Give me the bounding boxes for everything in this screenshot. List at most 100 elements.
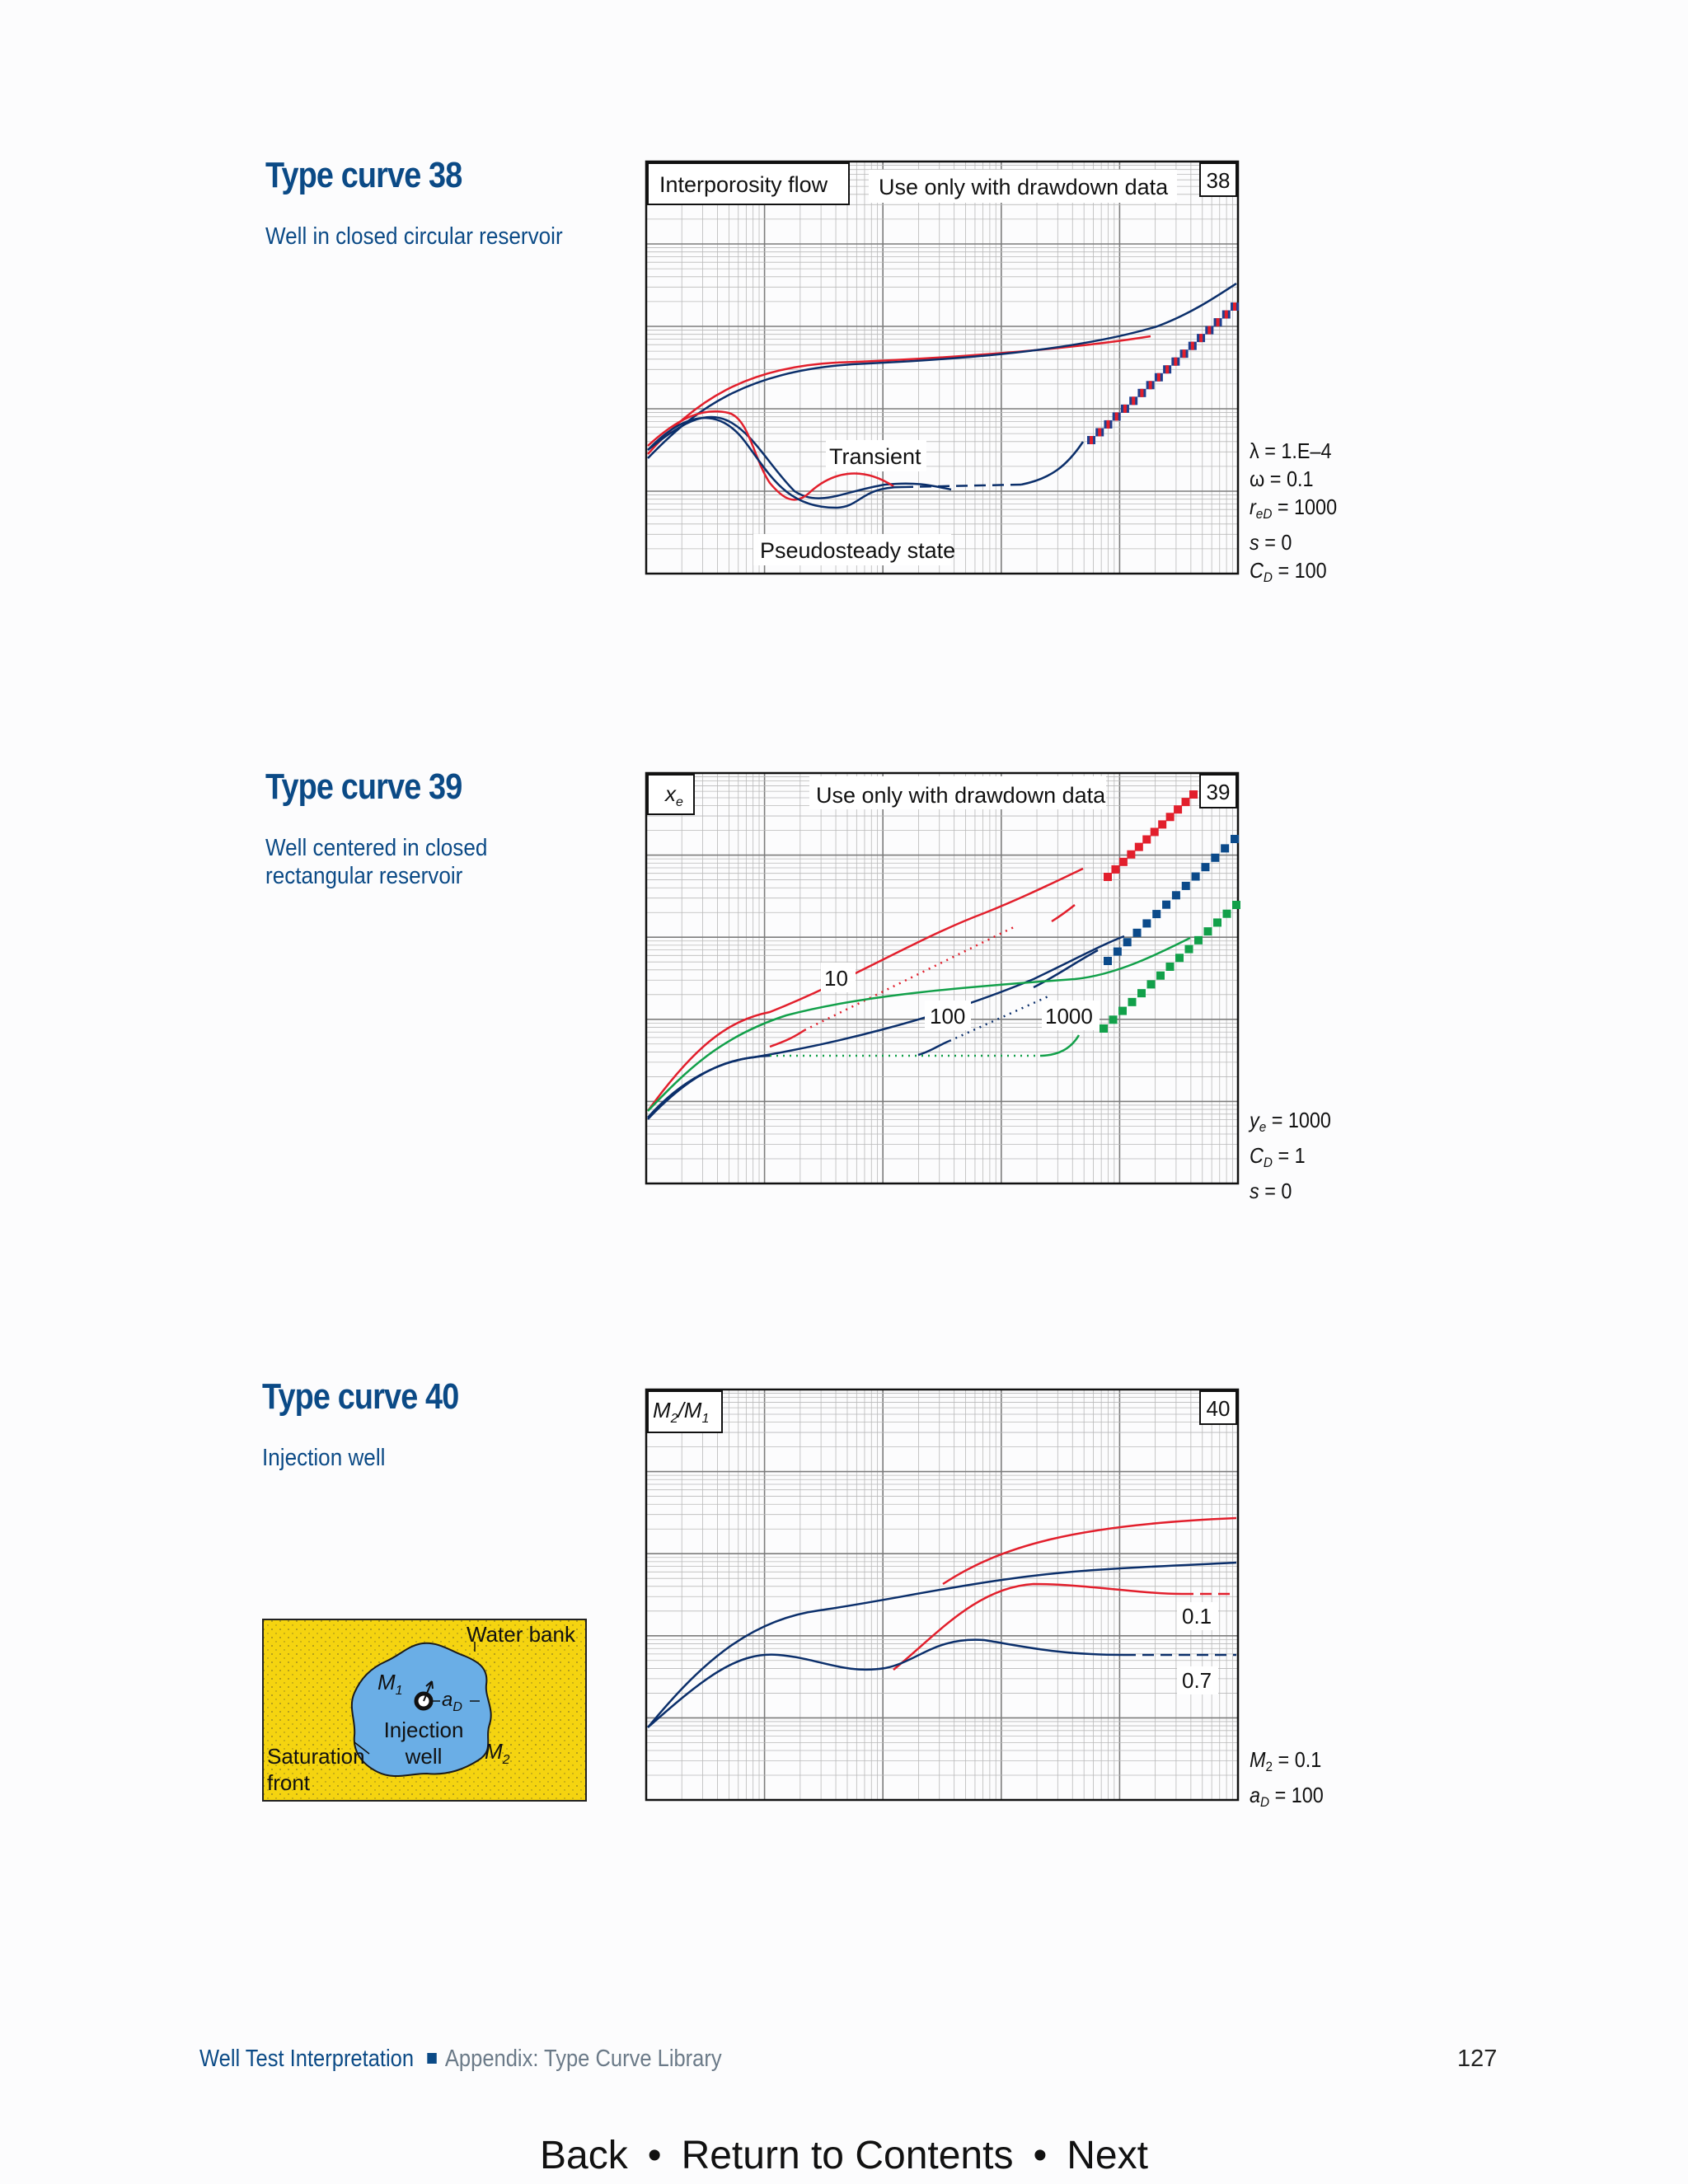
unit-slope-marker (1137, 989, 1146, 998)
transient-label: Transient (829, 444, 921, 469)
unit-slope-marker-red (1148, 381, 1152, 390)
curve-upper-red (647, 335, 1151, 455)
unit-slope-marker (1109, 1015, 1118, 1024)
unit-slope-marker (1221, 844, 1230, 853)
unit-slope-marker (1203, 927, 1212, 936)
label-10: 10 (824, 966, 848, 991)
type-curve-39-subtitle: Well centered in closed rectangular rese… (265, 835, 488, 889)
unit-slope-marker-red (1090, 436, 1093, 444)
navigation-bar: Back • Return to Contents • Next (0, 2133, 1688, 2178)
back-link[interactable]: Back (540, 2134, 628, 2177)
unit-slope-marker (1213, 918, 1221, 927)
unit-slope-marker-red (1190, 341, 1194, 350)
unit-slope-marker-red (1207, 326, 1212, 335)
unit-slope-marker (1113, 947, 1122, 956)
label-1000: 1000 (1045, 1004, 1093, 1029)
unit-slope-marker (1146, 980, 1156, 989)
curve-1000-green (647, 936, 1191, 1112)
type-curve-40-plot: M2/M1 40 0.1 0.7 (645, 1388, 1240, 1802)
curve-10-red-seg (1051, 904, 1076, 923)
well-label: well (405, 1744, 443, 1769)
type-curve-39-title: Type curve 39 (265, 766, 462, 807)
curve-100-navy-rise (1033, 949, 1099, 989)
curve-number: 39 (1207, 780, 1231, 804)
unit-slope-marker-red (1199, 334, 1203, 343)
unit-slope-marker (1142, 835, 1151, 844)
curve-pseudosteady-red (647, 410, 894, 501)
unit-slope-marker-red (1132, 396, 1136, 405)
curve-upper-navy (647, 282, 1237, 459)
unit-slope-marker-red (1098, 428, 1102, 437)
type-curve-40-subtitle: Injection well (262, 1445, 386, 1471)
curve-mid-red (893, 1582, 1183, 1671)
param-M2: M2 = 0.1 (1250, 1747, 1322, 1774)
unit-slope-marker (1100, 1024, 1108, 1033)
unit-slope-marker (1175, 954, 1184, 963)
unit-slope-marker (1150, 827, 1159, 837)
param-CD: CD = 1 (1250, 1143, 1306, 1170)
label-0-1: 0.1 (1182, 1604, 1212, 1629)
unit-slope-marker (1211, 853, 1220, 862)
unit-slope-marker (1152, 910, 1161, 919)
type-curve-38-subtitle: Well in closed circular reservoir (265, 223, 563, 250)
curve-upper-red (942, 1516, 1237, 1586)
param-s: s = 0 (1250, 1179, 1292, 1203)
unit-slope-marker-red (1233, 302, 1236, 311)
param-omega: ω = 0.1 (1250, 466, 1314, 491)
curve-transient-navy-2 (647, 416, 903, 509)
drawdown-note: Use only with drawdown data (879, 175, 1169, 199)
type-curve-39-plot: xe Use only with drawdown data 39 10 100… (645, 771, 1240, 1185)
log-grid (645, 773, 1238, 1184)
page-footer: Well Test Interpretation Appendix: Type C… (199, 2046, 722, 2073)
unit-slope-marker (1104, 957, 1112, 965)
book-title: Well Test Interpretation (199, 2046, 415, 2072)
next-link[interactable]: Next (1067, 2134, 1148, 2177)
return-to-contents-link[interactable]: Return to Contents (681, 2134, 1014, 2177)
pseudosteady-label: Pseudosteady state (760, 538, 955, 563)
unit-slope-markers (1087, 302, 1239, 444)
unit-slope-marker (1194, 935, 1203, 944)
log-grid (645, 1390, 1238, 1801)
curve-number: 38 (1207, 168, 1231, 193)
unit-slope-marker (1142, 919, 1151, 928)
unit-slope-marker (1118, 857, 1128, 866)
chapter-title: Appendix: Type Curve Library (444, 2046, 722, 2072)
injection-label: Injection (384, 1718, 464, 1742)
aD-label: aD (442, 1689, 462, 1714)
unit-slope-marker (1118, 1006, 1127, 1015)
curve-green-link (647, 1054, 771, 1118)
unit-slope-marker (1127, 850, 1136, 859)
unit-slope-marker (1162, 900, 1171, 909)
unit-slope-marker-red (1174, 357, 1178, 366)
unit-slope-marker (1134, 842, 1143, 851)
unit-slope-marker-red (1224, 310, 1228, 319)
unit-slope-markers (1100, 790, 1240, 1033)
log-grid (645, 162, 1238, 574)
unit-slope-marker (1189, 790, 1198, 799)
label-100: 100 (930, 1004, 965, 1029)
unit-slope-marker (1132, 928, 1142, 937)
xe-label: xe (663, 781, 683, 809)
curve-10-red-end (769, 1029, 805, 1048)
param-ye: ye = 1000 (1250, 1108, 1331, 1135)
curve-number: 40 (1207, 1396, 1231, 1421)
unit-slope-marker-red (1165, 365, 1170, 374)
param-s: s = 0 (1250, 530, 1292, 555)
unit-slope-marker (1181, 798, 1190, 807)
unit-slope-marker (1231, 835, 1239, 843)
front-label: front (267, 1770, 311, 1795)
unit-slope-marker-red (1182, 349, 1186, 359)
m2-label: M2 (485, 1739, 510, 1767)
unit-slope-marker (1181, 881, 1190, 890)
drawdown-note: Use only with drawdown data (816, 783, 1106, 808)
nav-separator: • (1033, 2134, 1048, 2177)
unit-slope-marker (1111, 865, 1120, 874)
unit-slope-marker-red (1216, 318, 1220, 327)
separator-square-icon (426, 2053, 437, 2064)
curve-lower-navy (647, 1638, 1125, 1728)
unit-slope-marker-red (1123, 404, 1127, 413)
m2-m1-label: M2/M1 (653, 1398, 709, 1426)
interporosity-flow-label: Interporosity flow (659, 172, 828, 197)
type-curve-38-title: Type curve 38 (265, 155, 462, 195)
unit-slope-marker (1222, 909, 1231, 918)
